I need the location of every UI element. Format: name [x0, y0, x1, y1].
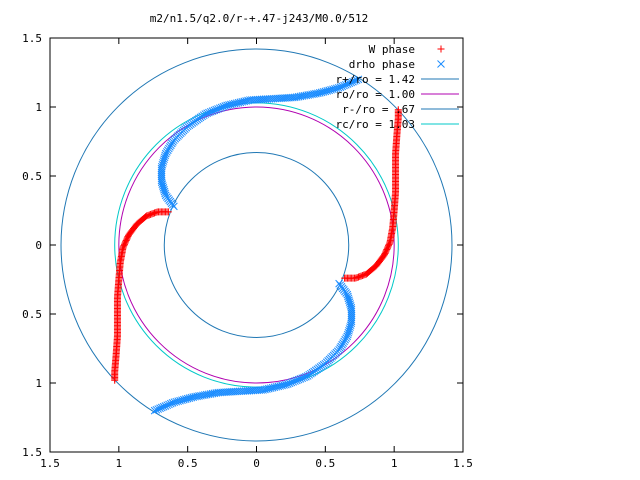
drho-phase-point	[347, 305, 356, 314]
circle-1-03	[114, 102, 399, 388]
drho-phase-point	[157, 170, 166, 179]
drho-phase-point	[157, 168, 166, 177]
y-tick-label: 0.5	[22, 170, 42, 183]
drho-phase-point	[347, 311, 356, 320]
legend-marker	[437, 60, 445, 68]
chart-title: m2/n1.5/q2.0/r-+.47-j243/M0.0/512	[150, 12, 369, 25]
drho-phase-point	[152, 405, 161, 414]
x-tick-label: 0	[253, 457, 260, 470]
drho-phase-point	[150, 406, 159, 415]
w-phase-point	[394, 106, 402, 114]
x-tick-label: 1.5	[40, 457, 60, 470]
legend-label: W phase	[369, 43, 415, 56]
legend-marker	[437, 45, 445, 53]
drho-phase-point	[352, 76, 361, 85]
plot-area	[60, 48, 453, 442]
circle-0-67	[163, 152, 350, 338]
tick-labels: 1.5 1 0.5 0 0.5 1 1.51.510.500.511.5	[22, 32, 473, 470]
y-tick-label: 1	[35, 101, 42, 114]
x-tick-label: 0.5	[315, 457, 335, 470]
drho-phase-point	[347, 313, 356, 322]
drho-phase-point	[347, 309, 356, 318]
x-tick-label: 1	[391, 457, 398, 470]
y-tick-label: 1.5	[22, 446, 42, 459]
x-tick-label: 1	[116, 457, 123, 470]
drho-phase-point	[157, 174, 166, 183]
y-tick-label: 0.5	[22, 308, 42, 321]
legend: W phase drho phase r+/ro = 1.42 ro/ro = 1.0…	[336, 43, 459, 131]
drho-phase-series	[150, 75, 363, 415]
y-tick-label: 0	[35, 239, 42, 252]
x-tick-label: 0.5	[178, 457, 198, 470]
circle-1	[118, 106, 395, 384]
x-tick-label: 1.5	[453, 457, 473, 470]
legend-label: r+/ro = 1.42	[336, 73, 415, 86]
drho-phase-point	[347, 307, 356, 316]
y-tick-label: 1	[35, 377, 42, 390]
w-phase-point	[111, 376, 119, 384]
drho-phase-point	[354, 75, 363, 84]
drho-phase-point	[157, 172, 166, 181]
circle-1-42	[60, 48, 453, 442]
W-phase-series	[111, 106, 402, 384]
legend-label: rc/ro = 1.03	[336, 118, 415, 131]
drho-phase-point	[157, 176, 166, 185]
legend-label: ro/ro = 1.00	[336, 88, 415, 101]
legend-label: drho phase	[349, 58, 415, 71]
legend-label: r-/ro = .67	[342, 103, 415, 116]
y-tick-label: 1.5	[22, 32, 42, 45]
axes	[49, 37, 464, 453]
